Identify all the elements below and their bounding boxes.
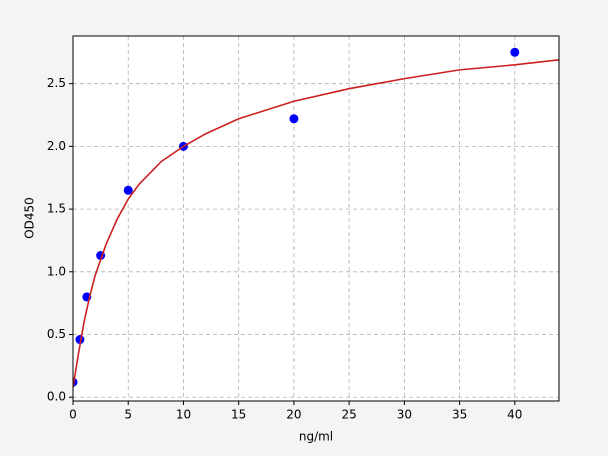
x-tick-label: 25	[341, 408, 356, 422]
x-tick-label: 15	[231, 408, 246, 422]
x-tick-label: 40	[507, 408, 522, 422]
x-axis-label: ng/ml	[299, 430, 333, 444]
data-point	[123, 185, 133, 195]
x-tick-label: 5	[124, 408, 132, 422]
fit-curve	[73, 59, 559, 388]
data-point	[510, 47, 520, 57]
y-tick-label: 0.5	[47, 327, 66, 341]
plot-frame	[72, 35, 560, 402]
y-tick-label: 2.5	[47, 76, 66, 90]
data-point	[289, 114, 299, 124]
y-tick-label: 0.0	[47, 390, 66, 404]
x-tick-label: 35	[452, 408, 467, 422]
x-tick-label: 0	[69, 408, 77, 422]
y-tick-label: 2.0	[47, 139, 66, 153]
plot-area	[73, 36, 559, 401]
y-axis-label: OD450	[23, 197, 37, 239]
x-tick-label: 10	[176, 408, 191, 422]
y-tick-label: 1.0	[47, 264, 66, 278]
y-tick-label: 1.5	[47, 202, 66, 216]
x-tick-label: 30	[397, 408, 412, 422]
x-tick-label: 20	[286, 408, 301, 422]
